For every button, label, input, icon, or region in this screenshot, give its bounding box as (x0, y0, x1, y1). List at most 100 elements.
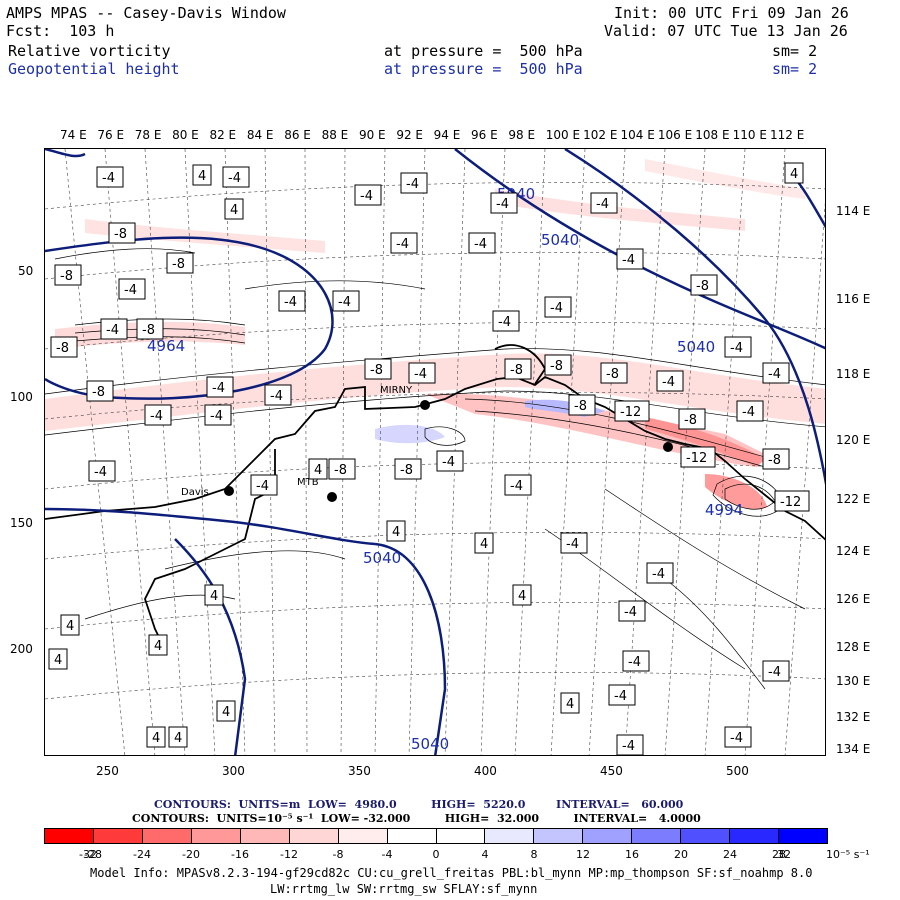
svg-text:-4: -4 (596, 197, 609, 212)
vorticity-label: 4 (48, 648, 68, 670)
vorticity-label: -8 (50, 336, 78, 358)
right-longitude-label: 128 E (836, 640, 871, 654)
right-longitude-label: 126 E (836, 592, 871, 606)
svg-text:4: 4 (480, 537, 488, 552)
svg-text:-4: -4 (624, 605, 637, 620)
vorticity-label: -8 (394, 458, 422, 480)
field1-level: at pressure = 500 hPa (384, 42, 583, 60)
height-label: 5040 (677, 338, 715, 356)
top-longitude-label: 76 E (97, 128, 125, 142)
top-longitude-label: 110 E (732, 128, 767, 142)
station-label-mtb: MTB (297, 477, 319, 488)
right-longitude-label: 134 E (836, 742, 871, 756)
colorbar-tick: -32 (79, 848, 97, 861)
svg-text:-8: -8 (574, 399, 587, 414)
svg-text:-8: -8 (334, 463, 347, 478)
vorticity-label: -8 (762, 448, 790, 470)
vorticity-label: 4 (224, 198, 244, 220)
colorbar-tick: 16 (625, 848, 639, 861)
svg-text:-4: -4 (768, 367, 781, 382)
colorbar-tick: -16 (231, 848, 249, 861)
map-panel[interactable]: Davis MTB MIRNY 5040 5040 5040 4964 5040… (44, 148, 826, 756)
colorbar-tick: 4 (481, 848, 489, 861)
vorticity-label: -4 (490, 192, 518, 214)
svg-text:-4: -4 (662, 375, 675, 390)
vorticity-label: 4 (216, 700, 236, 722)
field1-name: Relative vorticity (8, 42, 171, 60)
top-longitude-label: 90 E (358, 128, 386, 142)
top-longitude-label: 108 E (695, 128, 730, 142)
vorticity-label: -8 (328, 458, 356, 480)
svg-text:-12: -12 (686, 451, 707, 466)
vorticity-label: -4 (762, 660, 790, 682)
svg-text:-4: -4 (414, 367, 427, 382)
svg-text:-4: -4 (622, 253, 635, 268)
svg-text:-8: -8 (684, 413, 697, 428)
vorticity-label: -4 (278, 290, 306, 312)
vorticity-label: -4 (504, 474, 532, 496)
svg-text:-8: -8 (114, 227, 127, 242)
vorticity-label: -4 (100, 318, 128, 340)
left-grid-tick: 150 (10, 516, 33, 530)
svg-text:-4: -4 (210, 409, 223, 424)
svg-text:-8: -8 (92, 385, 105, 400)
vorticity-label: -8 (544, 354, 572, 376)
svg-text:-8: -8 (56, 341, 69, 356)
colorbar-units: 10⁻⁵ s⁻¹ (826, 848, 870, 861)
height-label: 5040 (541, 231, 579, 249)
vorticity-label: 4 (148, 634, 168, 656)
svg-text:-4: -4 (396, 237, 409, 252)
colorbar-cell (681, 829, 731, 843)
svg-text:-8: -8 (142, 323, 155, 338)
svg-text:-4: -4 (510, 479, 523, 494)
vorticity-label: -4 (468, 232, 496, 254)
station-label-mirny: MIRNY (380, 385, 413, 396)
top-longitude-label: 78 E (134, 128, 162, 142)
colorbar-tick: 24 (723, 848, 737, 861)
svg-text:-8: -8 (768, 453, 781, 468)
vorticity-label: 4 (146, 726, 166, 748)
colorbar-tick: 32 (777, 848, 791, 861)
vorticity-label: -4 (88, 460, 116, 482)
vorticity-label: -4 (250, 474, 278, 496)
station-label-davis: Davis (181, 487, 209, 498)
vorticity-label: -4 (560, 532, 588, 554)
vorticity-label: -8 (108, 222, 136, 244)
vorticity-label: 4 (474, 532, 494, 554)
svg-text:-8: -8 (60, 269, 73, 284)
svg-text:-4: -4 (270, 389, 283, 404)
vorticity-label: -4 (96, 166, 124, 188)
vorticity-label: -8 (166, 252, 194, 274)
vorticity-label: -4 (724, 336, 752, 358)
svg-text:4: 4 (392, 525, 400, 540)
vorticity-label: -8 (136, 318, 164, 340)
svg-text:-12: -12 (620, 405, 641, 420)
svg-text:-4: -4 (106, 323, 119, 338)
svg-text:4: 4 (198, 169, 206, 184)
colorbar-tick: 12 (576, 848, 590, 861)
vorticity-label: -4 (400, 172, 428, 194)
top-longitude-label: 106 E (657, 128, 693, 142)
vorticity-label: -8 (678, 408, 706, 430)
vorticity-label: -4 (118, 278, 146, 300)
top-longitude-label: 92 E (396, 128, 423, 142)
svg-text:-4: -4 (124, 283, 137, 298)
top-longitude-label: 74 E (60, 128, 87, 142)
svg-text:-4: -4 (550, 301, 563, 316)
vorticity-label: 4 (784, 162, 804, 184)
svg-text:-4: -4 (498, 315, 511, 330)
vorticity-label: -4 (144, 404, 172, 426)
colorbar-tick: -8 (332, 848, 344, 861)
bottom-grid-tick: 300 (222, 764, 245, 778)
colorbar-cell (142, 829, 192, 843)
colorbar-cell (436, 829, 486, 843)
svg-text:-8: -8 (510, 363, 523, 378)
svg-text:4: 4 (210, 589, 218, 604)
colorbar-cell (45, 829, 94, 843)
svg-text:4: 4 (222, 705, 230, 720)
colorbar-cell (534, 829, 584, 843)
left-grid-tick: 50 (18, 264, 34, 278)
vorticity-contours (45, 248, 825, 690)
svg-text:4: 4 (154, 639, 162, 654)
colorbar-cell (485, 829, 535, 843)
